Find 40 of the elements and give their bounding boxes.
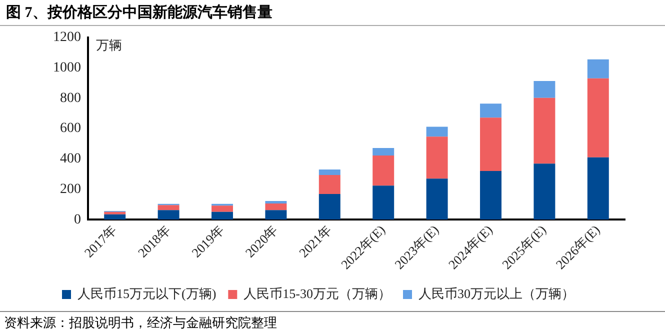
legend-label: 人民币15-30万元（万辆） <box>244 286 391 301</box>
bar <box>158 210 180 220</box>
legend-label: 人民币30万元以上（万辆） <box>418 286 574 301</box>
legend-label: 人民币15万元以下(万辆) <box>78 286 216 301</box>
y-tick-label: 200 <box>60 182 81 197</box>
y-tick-label: 0 <box>74 212 81 228</box>
bar <box>480 104 502 118</box>
bar <box>534 80 556 98</box>
y-tick-label: 1000 <box>53 60 81 76</box>
bar <box>372 148 394 156</box>
bar <box>318 194 340 220</box>
bar <box>265 210 287 220</box>
bar <box>318 170 340 175</box>
bar <box>212 212 233 220</box>
bar <box>587 59 609 78</box>
bar <box>480 171 502 220</box>
y-tick-label: 800 <box>60 90 81 106</box>
bar <box>534 98 556 164</box>
y-axis-title: 万辆 <box>96 37 122 52</box>
chart-title: 图 7、按价格区分中国新能源汽车销售量 <box>0 0 665 26</box>
y-tick-label: 1200 <box>53 30 81 46</box>
bar <box>426 178 448 220</box>
bar <box>372 156 394 186</box>
bar <box>426 136 448 179</box>
bar <box>104 212 126 214</box>
bar <box>372 186 394 220</box>
y-tick-label: 600 <box>60 121 81 136</box>
bar <box>587 78 609 158</box>
bar <box>480 118 502 172</box>
bar <box>212 206 233 212</box>
bar <box>158 205 180 210</box>
bar <box>587 157 609 220</box>
bar <box>318 175 340 194</box>
text: 资料来源：招股说明书，经济与金融研究院整理 <box>0 311 665 335</box>
bar <box>426 126 448 137</box>
bar <box>265 204 287 210</box>
bar <box>534 164 556 220</box>
bar <box>265 200 287 204</box>
bar <box>104 214 126 220</box>
y-tick-label: 400 <box>60 152 81 167</box>
